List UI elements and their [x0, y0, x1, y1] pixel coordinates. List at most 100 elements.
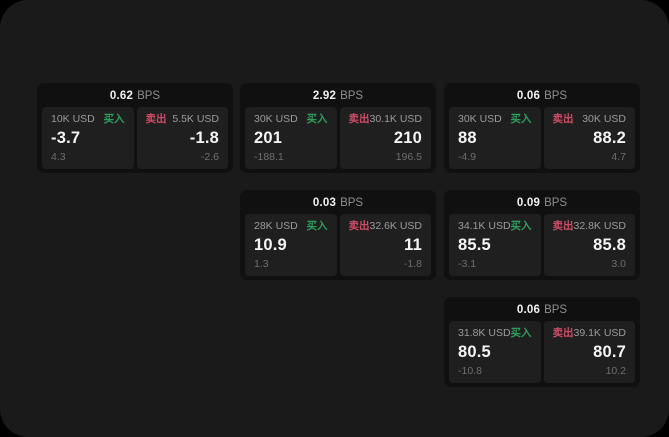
- sell-panel[interactable]: 卖出 30K USD 88.2 4.7: [543, 107, 635, 169]
- price-panels: 30K USD 买入 201 -188.1 卖出 30.1K USD 210 1…: [240, 107, 436, 169]
- buy-amount: 28K USD: [254, 220, 298, 232]
- buy-amount: 30K USD: [458, 113, 502, 125]
- sell-price: 88.2: [593, 129, 626, 147]
- sell-panel[interactable]: 卖出 32.8K USD 85.8 3.0: [543, 214, 635, 276]
- buy-amount: 10K USD: [51, 113, 95, 125]
- bps-value: 0.62: [109, 90, 134, 102]
- quote-card: 0.06 BPS 31.8K USD 买入 80.5 -10.8 卖出 39.1…: [444, 297, 640, 387]
- buy-side-label: 买入: [103, 113, 125, 125]
- buy-price: 10.9: [254, 236, 287, 254]
- bps-header: 0.03 BPS: [240, 190, 436, 214]
- buy-side-label: 买入: [306, 220, 328, 232]
- sell-panel-header: 卖出 30K USD: [553, 113, 627, 125]
- sell-panel[interactable]: 卖出 5.5K USD -1.8 -2.6: [136, 107, 228, 169]
- sell-price: 11: [404, 236, 422, 254]
- sell-amount: 32.8K USD: [573, 220, 627, 232]
- sell-sub-value: 10.2: [605, 365, 626, 377]
- sell-amount: 30K USD: [582, 113, 626, 125]
- sell-amount: 39.1K USD: [573, 327, 627, 339]
- sell-amount: 5.5K USD: [172, 113, 219, 125]
- sell-side-label: 卖出: [145, 113, 167, 125]
- sell-panel-header: 卖出 32.6K USD: [349, 220, 423, 232]
- quote-card: 2.92 BPS 30K USD 买入 201 -188.1 卖出 30.1K …: [240, 83, 436, 173]
- buy-side-label: 买入: [306, 113, 328, 125]
- buy-sub-value: -188.1: [254, 151, 284, 163]
- quote-card: 0.06 BPS 30K USD 买入 88 -4.9 卖出 30K USD 8…: [444, 83, 640, 173]
- quote-card: 0.03 BPS 28K USD 买入 10.9 1.3 卖出 32.6K US…: [240, 190, 436, 280]
- buy-sub-value: 4.3: [51, 151, 66, 163]
- price-panels: 28K USD 买入 10.9 1.3 卖出 32.6K USD 11 -1.8: [240, 214, 436, 276]
- sell-side-label: 卖出: [552, 220, 574, 232]
- sell-side-label: 卖出: [552, 327, 574, 339]
- bps-unit-label: BPS: [544, 197, 568, 209]
- bps-header: 0.09 BPS: [444, 190, 640, 214]
- buy-amount: 30K USD: [254, 113, 298, 125]
- buy-panel[interactable]: 30K USD 买入 201 -188.1: [245, 107, 337, 169]
- sell-sub-value: -2.6: [200, 151, 219, 163]
- bps-header: 0.62 BPS: [37, 83, 233, 107]
- sell-amount: 32.6K USD: [369, 220, 423, 232]
- sell-price: 80.7: [593, 343, 626, 361]
- sell-sub-value: -1.8: [403, 258, 422, 270]
- buy-panel-header: 34.1K USD 买入: [458, 220, 532, 232]
- quote-card: 0.62 BPS 10K USD 买入 -3.7 4.3 卖出 5.5K USD…: [37, 83, 233, 173]
- buy-amount: 34.1K USD: [458, 220, 511, 232]
- bps-value: 0.09: [516, 197, 541, 209]
- sell-price: 85.8: [593, 236, 626, 254]
- buy-panel-header: 10K USD 买入: [51, 113, 125, 125]
- sell-panel[interactable]: 卖出 32.6K USD 11 -1.8: [339, 214, 431, 276]
- bps-unit-label: BPS: [544, 90, 568, 102]
- sell-panel-header: 卖出 30.1K USD: [349, 113, 423, 125]
- sell-panel-header: 卖出 5.5K USD: [146, 113, 220, 125]
- sell-panel-header: 卖出 39.1K USD: [553, 327, 627, 339]
- price-panels: 30K USD 买入 88 -4.9 卖出 30K USD 88.2 4.7: [444, 107, 640, 169]
- buy-panel[interactable]: 31.8K USD 买入 80.5 -10.8: [449, 321, 541, 383]
- buy-sub-value: 1.3: [254, 258, 269, 270]
- bps-header: 2.92 BPS: [240, 83, 436, 107]
- bps-unit-label: BPS: [544, 304, 568, 316]
- bps-header: 0.06 BPS: [444, 83, 640, 107]
- bps-unit-label: BPS: [340, 197, 364, 209]
- buy-price: 88: [458, 129, 477, 147]
- price-panels: 34.1K USD 买入 85.5 -3.1 卖出 32.8K USD 85.8…: [444, 214, 640, 276]
- bps-value: 2.92: [312, 90, 337, 102]
- sell-side-label: 卖出: [348, 220, 370, 232]
- buy-side-label: 买入: [510, 327, 532, 339]
- sell-amount: 30.1K USD: [369, 113, 423, 125]
- bps-value: 0.03: [312, 197, 337, 209]
- buy-panel-header: 30K USD 买入: [458, 113, 532, 125]
- buy-sub-value: -4.9: [458, 151, 477, 163]
- buy-price: 80.5: [458, 343, 491, 361]
- buy-panel[interactable]: 28K USD 买入 10.9 1.3: [245, 214, 337, 276]
- buy-side-label: 买入: [510, 113, 532, 125]
- sell-panel[interactable]: 卖出 39.1K USD 80.7 10.2: [543, 321, 635, 383]
- sell-sub-value: 4.7: [611, 151, 626, 163]
- buy-panel-header: 31.8K USD 买入: [458, 327, 532, 339]
- sell-sub-value: 3.0: [611, 258, 626, 270]
- bps-value: 0.06: [516, 304, 541, 316]
- bps-value: 0.06: [516, 90, 541, 102]
- price-panels: 10K USD 买入 -3.7 4.3 卖出 5.5K USD -1.8 -2.…: [37, 107, 233, 169]
- buy-panel[interactable]: 30K USD 买入 88 -4.9: [449, 107, 541, 169]
- buy-sub-value: -10.8: [458, 365, 482, 377]
- sell-panel[interactable]: 卖出 30.1K USD 210 196.5: [339, 107, 431, 169]
- bps-header: 0.06 BPS: [444, 297, 640, 321]
- sell-price: 210: [393, 129, 422, 147]
- buy-panel-header: 30K USD 买入: [254, 113, 328, 125]
- buy-side-label: 买入: [510, 220, 532, 232]
- sell-side-label: 卖出: [348, 113, 370, 125]
- buy-price: 201: [254, 129, 283, 147]
- sell-panel-header: 卖出 32.8K USD: [553, 220, 627, 232]
- sell-price: -1.8: [189, 129, 219, 147]
- bps-unit-label: BPS: [340, 90, 364, 102]
- buy-panel[interactable]: 10K USD 买入 -3.7 4.3: [42, 107, 134, 169]
- bps-unit-label: BPS: [137, 90, 161, 102]
- quote-card: 0.09 BPS 34.1K USD 买入 85.5 -3.1 卖出 32.8K…: [444, 190, 640, 280]
- sell-side-label: 卖出: [552, 113, 574, 125]
- buy-price: -3.7: [51, 129, 81, 147]
- buy-sub-value: -3.1: [458, 258, 477, 270]
- price-panels: 31.8K USD 买入 80.5 -10.8 卖出 39.1K USD 80.…: [444, 321, 640, 383]
- buy-panel[interactable]: 34.1K USD 买入 85.5 -3.1: [449, 214, 541, 276]
- buy-price: 85.5: [458, 236, 491, 254]
